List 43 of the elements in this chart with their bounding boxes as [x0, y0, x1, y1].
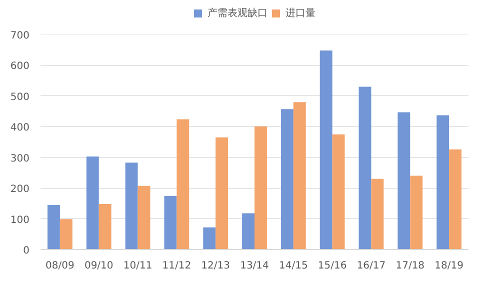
x-tick-label: 12/13	[201, 260, 230, 272]
bar	[398, 112, 410, 250]
bar	[410, 176, 423, 250]
bar	[138, 186, 150, 250]
bar	[86, 156, 99, 250]
bar	[280, 109, 294, 250]
bar	[60, 219, 72, 250]
x-tick-label: 16/17	[356, 260, 386, 272]
x-tick-label: 08/09	[46, 260, 74, 272]
bar	[203, 227, 216, 250]
bar	[98, 204, 112, 250]
x-tick-label: 18/19	[434, 260, 464, 272]
bar	[320, 50, 332, 250]
y-tick-label: 100	[10, 214, 30, 226]
x-tick-label: 09/10	[84, 260, 114, 272]
bar	[216, 137, 228, 250]
x-tick-label: 10/11	[123, 260, 152, 272]
bar	[293, 102, 306, 250]
bar	[449, 149, 462, 250]
x-tick-label: 15/16	[318, 260, 347, 272]
bar	[254, 126, 267, 250]
legend-label: 产需表观缺口	[208, 6, 268, 20]
bar	[48, 204, 60, 250]
y-tick-label: 400	[10, 122, 30, 134]
bar	[358, 86, 372, 250]
y-tick-label: 500	[10, 92, 30, 103]
bar	[371, 178, 384, 250]
y-tick-label: 300	[10, 153, 30, 164]
x-tick-label: 14/15	[279, 260, 308, 272]
bar	[176, 119, 190, 250]
y-tick-label: 600	[10, 61, 30, 72]
y-tick-label: 700	[10, 30, 30, 42]
x-tick-label: 13/14	[240, 260, 269, 272]
y-tick-label: 200	[10, 184, 30, 196]
legend-label: 进口量	[286, 6, 316, 20]
y-tick-label: 0	[23, 246, 30, 256]
bar	[125, 162, 138, 250]
bar	[436, 115, 450, 250]
bar	[164, 196, 177, 250]
bar	[242, 213, 254, 250]
x-tick-label: 17/18	[396, 260, 425, 272]
bar	[332, 134, 345, 250]
x-tick-label: 11/12	[162, 260, 192, 272]
